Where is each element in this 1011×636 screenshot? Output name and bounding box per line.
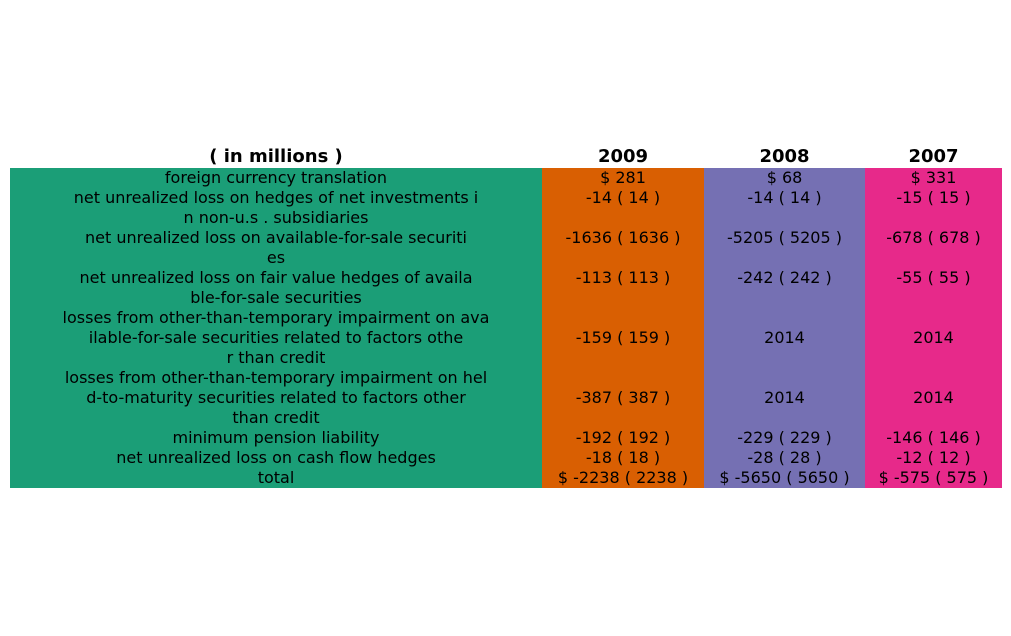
cell-value: -242 ( 242 ) (737, 268, 832, 287)
row-label: minimum pension liability (172, 428, 380, 447)
cell-value: -14 ( 14 ) (585, 188, 661, 207)
cell-value: -1636 ( 1636 ) (565, 228, 681, 247)
row-label: losses from other-than-temporary impairm… (62, 308, 490, 367)
cell-value: -18 ( 18 ) (585, 448, 661, 467)
row-label: net unrealized loss on hedges of net inv… (73, 188, 479, 227)
cell-value: -387 ( 387 ) (575, 388, 671, 407)
header-year-2007: 2007 (908, 146, 959, 167)
cell-value: -14 ( 14 ) (747, 188, 822, 207)
cell-value: $ 68 (766, 168, 803, 187)
cell-value: $ -5650 ( 5650 ) (719, 468, 850, 487)
cell-value: 2014 (913, 388, 954, 407)
cell-value: -15 ( 15 ) (896, 188, 971, 207)
cell-value: -159 ( 159 ) (575, 328, 671, 347)
cell-value: -113 ( 113 ) (575, 268, 671, 287)
column-2007: $ 331 -15 ( 15 ) -678 ( 678 ) -55 ( 55 ) 201… (865, 168, 1002, 488)
cell-value: $ -575 ( 575 ) (878, 468, 989, 487)
cell-value: -5205 ( 5205 ) (727, 228, 842, 247)
cell-value: $ 281 (600, 168, 646, 187)
cell-value: -28 ( 28 ) (747, 448, 822, 467)
cell-value: -229 ( 229 ) (737, 428, 832, 447)
cell-value: 2014 (913, 328, 954, 347)
cell-value: 2014 (764, 388, 805, 407)
row-label: foreign currency translation (164, 168, 388, 187)
cell-value: 2014 (764, 328, 805, 347)
row-label: net unrealized loss on fair value hedges… (79, 268, 473, 307)
cell-value: -55 ( 55 ) (896, 268, 971, 287)
column-2008: $ 68 -14 ( 14 ) -5205 ( 5205 ) -242 ( 242 )… (704, 168, 865, 488)
row-label: net unrealized loss on cash flow hedges (116, 448, 436, 467)
cell-value: -12 ( 12 ) (896, 448, 971, 467)
cell-value: -678 ( 678 ) (886, 228, 981, 247)
header-year-2008: 2008 (759, 146, 810, 167)
row-label: losses from other-than-temporary impairm… (64, 368, 488, 427)
cell-value: $ 331 (910, 168, 957, 187)
cell-value: $ -2238 ( 2238 ) (557, 468, 689, 487)
column-2009: $ 281 -14 ( 14 ) -1636 ( 1636 ) -113 ( 113 … (542, 168, 704, 488)
row-label: total (257, 468, 295, 487)
row-label: net unrealized loss on available-for-sal… (85, 228, 467, 267)
header-label-column: ( in millions ) (209, 146, 343, 167)
header-year-2009: 2009 (597, 146, 649, 167)
column-labels: foreign currency translation net unrealiz… (10, 168, 542, 488)
cell-value: -146 ( 146 ) (886, 428, 981, 447)
cell-value: -192 ( 192 ) (575, 428, 671, 447)
